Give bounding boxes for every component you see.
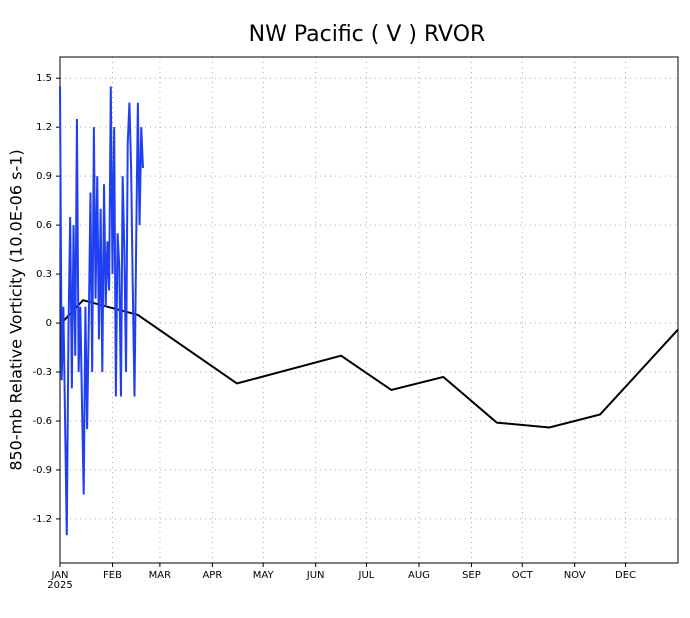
x-tick-label: JUN: [306, 570, 325, 581]
data-line: [59, 299, 679, 429]
y-tick-label: 0.6: [36, 220, 52, 231]
y-tick-label: 0.3: [36, 269, 52, 280]
x-tick-label: APR: [202, 570, 222, 581]
y-tick-label: -1.2: [32, 514, 52, 525]
y-tick-label: 1.5: [36, 73, 52, 84]
x-tick-label: SEP: [462, 570, 481, 581]
x-tick-label: AUG: [408, 570, 430, 581]
y-tick-label: -0.3: [32, 367, 52, 378]
x-tick-label: JAN: [50, 570, 68, 581]
x-tick-label: MAY: [253, 570, 275, 581]
x-tick-label: MAR: [149, 570, 171, 581]
x-tick-label: NOV: [564, 570, 586, 581]
y-tick-label: 0.9: [36, 171, 52, 182]
x-tick-label: FEB: [103, 570, 122, 581]
x-tick-label: OCT: [512, 570, 534, 581]
y-tick-label: -0.9: [32, 465, 52, 476]
x-tick-label: JUL: [358, 570, 375, 581]
y-tick-label: 0: [46, 318, 52, 329]
plot-frame: [59, 56, 679, 564]
data-line: [59, 86, 144, 536]
x-tick-label: DEC: [615, 570, 636, 581]
y-axis-label: 850-mb Relative Vorticity (10.0E-06 s-1): [7, 149, 26, 470]
y-tick-label: -0.6: [32, 416, 52, 427]
y-tick-label: 1.2: [36, 122, 52, 133]
year-label: 2025: [47, 580, 72, 591]
chart-title: NW Pacific ( V ) RVOR: [249, 22, 486, 47]
